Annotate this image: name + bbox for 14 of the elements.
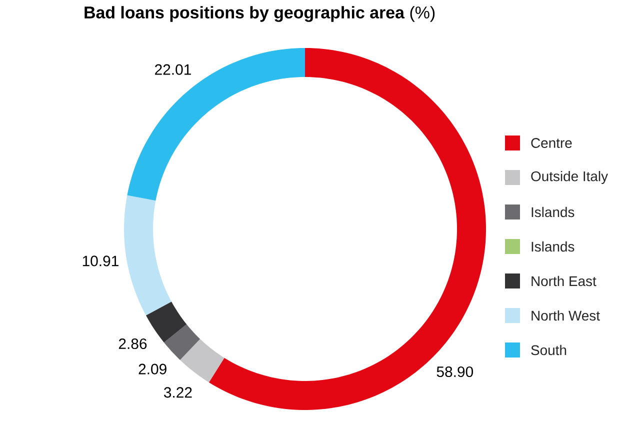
- chart-title: Bad loans positions by geographic area (%): [84, 6, 435, 22]
- legend-label: Islands: [532, 241, 574, 252]
- legend-label: South: [531, 344, 566, 356]
- legend-label: Outside Italy: [531, 170, 608, 184]
- legend-label: Islands: [532, 206, 574, 218]
- data-label: 2.09: [138, 364, 166, 374]
- legend-label: North East: [532, 276, 596, 286]
- legend-label: Centre: [531, 138, 572, 148]
- data-label: 3.22: [164, 387, 192, 398]
- data-label: 2.86: [118, 338, 147, 350]
- legend-label: North West: [532, 310, 600, 321]
- data-label: 58.90: [436, 366, 474, 378]
- data-label: 10.91: [82, 256, 118, 266]
- data-label: 22.01: [155, 64, 191, 75]
